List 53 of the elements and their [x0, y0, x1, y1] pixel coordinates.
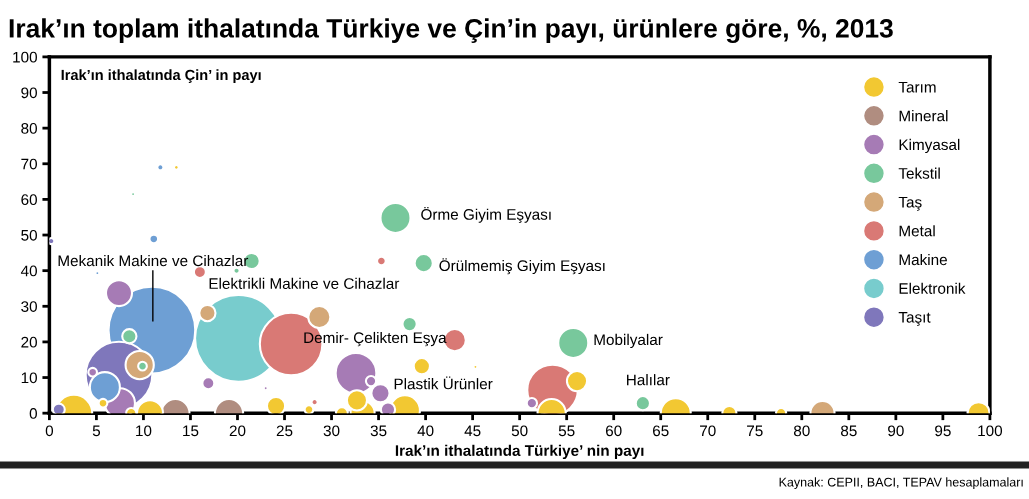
x-tick-label: 60 [605, 425, 622, 437]
annotation: Halılar [627, 374, 670, 386]
y-tick-label: 0 [29, 408, 37, 419]
y-tick-label: 20 [21, 336, 37, 348]
x-tick-label: 65 [653, 425, 669, 437]
x-tick-label: 85 [840, 425, 857, 437]
y-tick-label: 40 [20, 265, 37, 277]
legend-label: Kimyasal [899, 138, 960, 154]
annotation: Elektrikli Makine ve Cihazlar [209, 277, 400, 290]
x-tick-label: 10 [136, 425, 152, 437]
x-tick-label: 5 [92, 425, 101, 437]
annotation: Mobilyalar [594, 333, 663, 349]
legend-label: Tekstil [898, 167, 940, 179]
legend-label: Taşıt [898, 312, 931, 326]
legend-label: Taş [898, 196, 922, 211]
annotation: Örülmemiş Giyim Eşyası [439, 258, 605, 275]
y-tick-label: 30 [21, 301, 37, 312]
x-tick-label: 35 [370, 425, 387, 437]
x-tick-label: 15 [183, 425, 199, 437]
x-tick-label: 50 [511, 425, 528, 437]
x-tick-label: 100 [978, 425, 1003, 437]
x-tick-label: 80 [793, 425, 810, 437]
legend-label: Mineral [899, 110, 948, 122]
chart-title: Irak’ın toplam ithalatında Türkiye ve Çin’in payı, ürünlere göre, %, 2013 [9, 18, 893, 44]
x-tick-label: 55 [558, 425, 575, 437]
annotation: Plastik Ürünler [394, 376, 493, 390]
x-tick-label: 20 [229, 425, 246, 437]
x-tick-label: 30 [323, 425, 340, 437]
legend-label: Metal [899, 225, 935, 237]
x-tick-label: 90 [888, 425, 904, 437]
annotation: Demir- Çelikten Eşya [304, 331, 447, 347]
x-tick-label: 95 [935, 425, 951, 437]
legend-label: Tarım [898, 81, 936, 93]
y-axis-title: Irak’ın ithalatında Çin’ in payı [61, 69, 261, 83]
x-axis-title: Irak’ın ithalatında Türkiye’ nin payı [395, 444, 644, 460]
y-tick-label: 70 [21, 158, 37, 170]
y-tick-label: 60 [21, 194, 37, 206]
y-tick-label: 80 [21, 123, 37, 134]
x-tick-label: 75 [747, 425, 763, 437]
y-tick-label: 100 [13, 51, 37, 63]
annotation: Mekanik Makine ve Cihazlar [58, 254, 249, 267]
x-tick-label: 45 [464, 425, 481, 437]
legend-label: Elektronik [899, 282, 966, 294]
annotation: Örme Giyim Eşyası [421, 206, 551, 223]
x-tick-label: 70 [700, 425, 716, 437]
x-tick-label: 0 [45, 425, 54, 437]
y-tick-label: 90 [21, 87, 37, 99]
y-tick-label: 10 [21, 372, 37, 384]
x-tick-label: 40 [417, 425, 434, 437]
y-tick-label: 50 [21, 229, 37, 241]
legend-label: Makine [899, 253, 947, 266]
x-tick-label: 25 [276, 425, 293, 437]
text: Kaynak: CEPII, BACI, TEPAV hesaplamaları [779, 477, 1023, 490]
